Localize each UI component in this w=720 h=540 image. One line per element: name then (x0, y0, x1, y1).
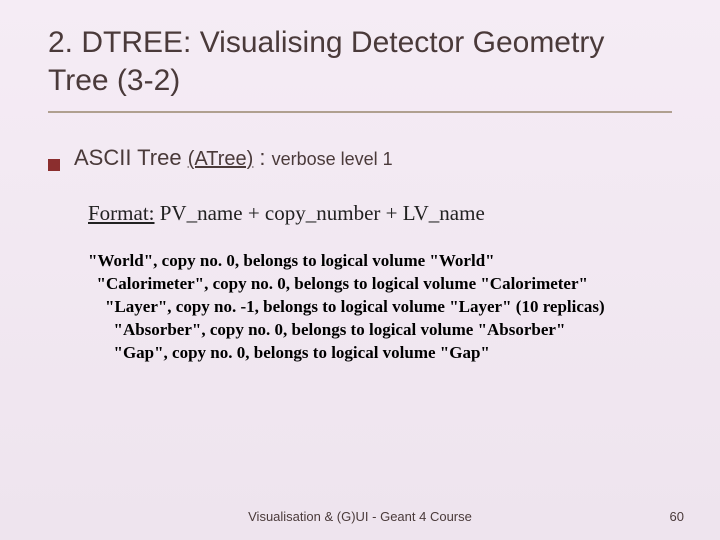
bullet-sep: : (253, 145, 271, 170)
tree-line: "Calorimeter", copy no. 0, belongs to lo… (88, 273, 672, 296)
ascii-tree: "World", copy no. 0, belongs to logical … (88, 250, 672, 365)
page-number: 60 (670, 509, 684, 524)
bullet-label: ASCII Tree (74, 145, 182, 170)
bullet-text: ASCII Tree (ATree) : verbose level 1 (74, 145, 393, 171)
bullet-item: ASCII Tree (ATree) : verbose level 1 (48, 145, 672, 171)
footer-text: Visualisation & (G)UI - Geant 4 Course (0, 509, 720, 524)
format-line: Format: PV_name + copy_number + LV_name (88, 201, 672, 226)
format-rest: PV_name + copy_number + LV_name (155, 201, 485, 225)
format-label: Format: (88, 201, 155, 225)
tree-line: "Gap", copy no. 0, belongs to logical vo… (88, 342, 672, 365)
tree-line: "Absorber", copy no. 0, belongs to logic… (88, 319, 672, 342)
bullet-tail: verbose level 1 (272, 149, 393, 169)
slide-title: 2. DTREE: Visualising Detector Geometry … (48, 24, 672, 113)
bullet-paren: (ATree) (188, 148, 254, 170)
tree-line: "World", copy no. 0, belongs to logical … (88, 250, 672, 273)
bullet-icon (48, 159, 60, 171)
tree-line: "Layer", copy no. -1, belongs to logical… (88, 296, 672, 319)
